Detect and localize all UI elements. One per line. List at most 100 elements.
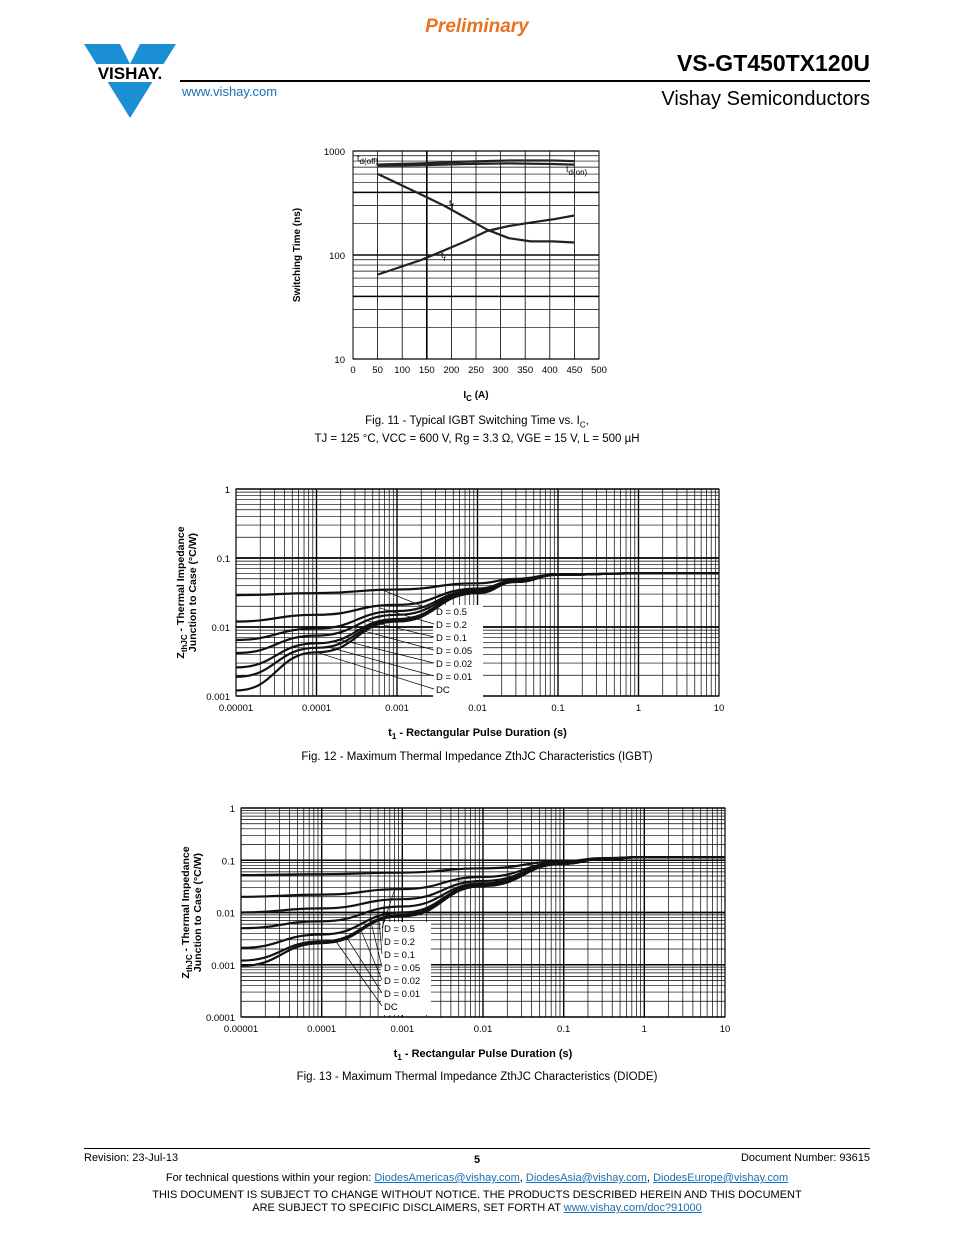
fig12-legend-entry: D = 0.05: [436, 646, 472, 657]
contact-line: For technical questions within your regi…: [0, 1172, 954, 1184]
fig11-y-tick-label: 100: [329, 251, 345, 262]
fig12-caption: Fig. 12 - Maximum Thermal Impedance ZthJ…: [301, 751, 653, 763]
fig11-caption: Fig. 11 - Typical IGBT Switching Time vs…: [0, 414, 954, 447]
fig11-x-tick-label: 300: [493, 365, 509, 376]
manufacturer-name: Vishay Semiconductors: [661, 88, 870, 110]
fig11-x-axis-label-sub: C: [466, 394, 472, 403]
fig12-legend-entry: D = 0.1: [436, 633, 467, 644]
fig11-x-axis-label-sub-reset: (A): [472, 390, 489, 401]
email-asia-link[interactable]: DiodesAsia@vishay.com: [525, 1172, 647, 1184]
fig12-legend-leader: [340, 639, 435, 664]
fig11-label-tf: tf: [449, 198, 455, 211]
fig13-y-tick-label: 1: [230, 804, 235, 815]
fig12-x-axis-label-sub-reset: - Rectangular Pulse Duration (s): [396, 727, 567, 739]
fig13-x-axis-label-sub-reset: - Rectangular Pulse Duration (s): [402, 1048, 573, 1060]
fig12-x-tick-label: 0.1: [551, 703, 564, 714]
email-europe-link[interactable]: DiodesEurope@vishay.com: [653, 1172, 789, 1184]
fig12-y-axis-label-sub: thJC: [180, 634, 189, 652]
fig12-y-tick-label: 1: [225, 485, 230, 496]
fig13-legend-entry: D = 0.5: [384, 924, 415, 935]
fig11-x-tick-label: 150: [419, 365, 435, 376]
fig12-x-tick-label: 0.01: [468, 703, 487, 714]
fig12-y-axis-label-line1: ZthJC - Thermal Impedance: [175, 526, 189, 658]
fig11-x-tick-label: 350: [517, 365, 533, 376]
fig12-y-tick-label: 0.001: [206, 692, 230, 703]
logo-band: [84, 64, 176, 82]
contact-prefix: For technical questions within your regi…: [165, 1172, 375, 1184]
fig13-y-tick-label: 0.01: [217, 909, 236, 920]
fig13-legend-leader: [359, 928, 383, 981]
fig13-x-tick-label: 0.01: [474, 1024, 493, 1035]
fig13-caption: Fig. 13 - Maximum Thermal Impedance ZthJ…: [296, 1071, 658, 1083]
fig13-x-tick-label: 10: [720, 1024, 731, 1035]
fig11-x-tick-label: 500: [591, 365, 607, 376]
fig12-x-axis-label-sub: 1: [392, 732, 397, 741]
fig13-x-axis-label: t1 - Rectangular Pulse Duration (s): [394, 1048, 573, 1062]
fig11-x-tick-label: 50: [372, 365, 383, 376]
fig11-x-tick-label: 400: [542, 365, 558, 376]
fig13-y-tick-label: 0.001: [211, 961, 235, 972]
fig13-x-tick-label: 0.1: [557, 1024, 570, 1035]
fig11-y-tick-label: 1000: [324, 147, 345, 158]
fig12-legend-entry: D = 0.02: [436, 659, 472, 670]
vishay-logo: VISHAY.: [84, 44, 176, 118]
website-link[interactable]: www.vishay.com: [182, 84, 278, 99]
revision: Revision: 23-Jul-13: [84, 1152, 179, 1164]
fig11-x-tick-label: 250: [468, 365, 484, 376]
fig12-legend-entry: DC: [436, 685, 450, 696]
fig12-legend-leader: [354, 628, 435, 651]
disclaimer-line-1: THIS DOCUMENT IS SUBJECT TO CHANGE WITHO…: [152, 1189, 802, 1201]
sep-2: ,: [646, 1172, 654, 1184]
fig13-legend-leader: [335, 941, 383, 1007]
fig11-label-td-off-sub: d(off): [360, 157, 379, 166]
fig13-x-tick-label: 1: [642, 1024, 647, 1035]
fig13-y-tick-label: 0.1: [222, 856, 235, 867]
fig12-x-tick-label: 1: [636, 703, 641, 714]
fig12-x-tick-label: 0.0001: [302, 703, 331, 714]
page-number: 5: [473, 1154, 481, 1166]
fig13-legend-entry: D = 0.02: [384, 976, 420, 987]
logo-text: VISHAY.: [98, 64, 163, 83]
fig13-legend-entry: DC: [384, 1002, 398, 1013]
fig12-legend-leader: [330, 647, 435, 677]
disclaimer-line-2: ARE SUBJECT TO SPECIFIC DISCLAIMERS, SET…: [0, 1202, 954, 1214]
sep-1: ,: [519, 1172, 526, 1184]
fig12-x-tick-label: 0.00001: [219, 703, 253, 714]
fig11-x-tick-label: 450: [566, 365, 582, 376]
fig11-x-tick-label: 0: [350, 365, 355, 376]
fig11-x-tick-label: 100: [394, 365, 410, 376]
fig13-legend-leader: [369, 918, 383, 968]
email-americas-link[interactable]: DiodesAmericas@vishay.com: [374, 1172, 520, 1184]
fig12-y-tick-label: 0.1: [217, 554, 230, 565]
fig11-y-tick-label: 10: [334, 355, 345, 366]
fig12-legend-entry: D = 0.01: [436, 672, 472, 683]
fig11-series-tr: [377, 214, 575, 276]
fig13-y-axis-label-sub: thJC: [185, 954, 194, 972]
fig11-caption-comma: ,: [585, 415, 589, 427]
fig11-label-tf-sub: f: [452, 202, 455, 211]
fig13-series-6: [240, 855, 725, 967]
fig11-x-axis-label: IC (A): [463, 390, 488, 403]
disclaimer-link[interactable]: www.vishay.com/doc?91000: [563, 1202, 702, 1214]
fig13-legend-entry: D = 0.05: [384, 963, 420, 974]
fig13-x-tick-label: 0.00001: [224, 1024, 258, 1035]
fig11-label-tr: tr: [441, 250, 447, 263]
fig13-y-axis-label-line1: ZthJC - Thermal Impedance: [180, 846, 194, 978]
disclaimer-prefix: ARE SUBJECT TO SPECIFIC DISCLAIMERS, SET…: [252, 1202, 564, 1214]
logo-notch: [120, 44, 140, 64]
fig11-caption-sub: C: [579, 420, 586, 430]
fig13-legend-leader: [345, 936, 383, 994]
fig13-legend-leader: [381, 889, 395, 929]
fig12-x-tick-label: 0.001: [385, 703, 409, 714]
fig12-legend-leader: [316, 651, 435, 690]
fig11-plot-frame: [352, 150, 600, 360]
fig11-caption-text: Fig. 11 - Typical IGBT Switching Time vs…: [365, 415, 580, 427]
fig12-x-tick-label: 10: [714, 703, 725, 714]
fig13-y-axis-label-sub-reset: - Thermal Impedance: [180, 846, 192, 954]
fig13-legend-leader: [377, 910, 383, 955]
fig11-caption-line2: TJ = 125 °C, VCC = 600 V, Rg = 3.3 Ω, VG…: [314, 433, 640, 446]
fig11-series-tdoff: [377, 159, 575, 166]
fig12-legend-entry: D = 0.2: [436, 620, 467, 631]
part-number: VS-GT450TX120U: [676, 50, 870, 76]
